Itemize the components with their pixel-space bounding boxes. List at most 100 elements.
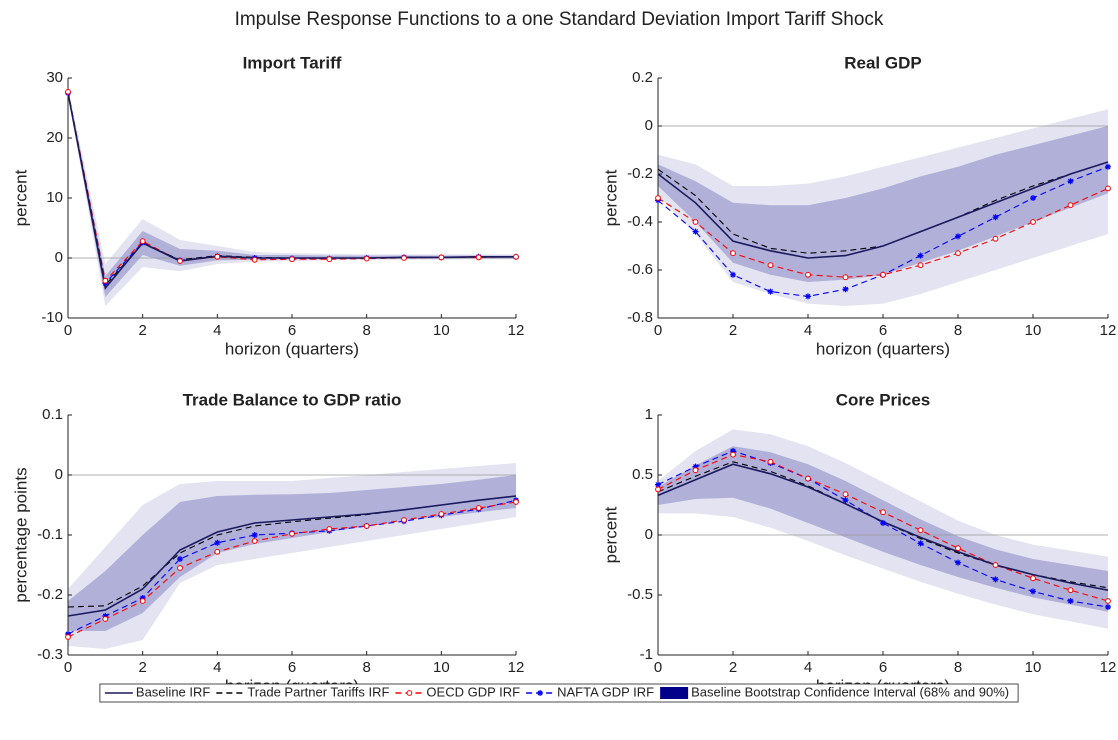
marker <box>102 613 109 619</box>
marker <box>955 250 961 257</box>
subplot-title: Import Tariff <box>243 53 342 72</box>
x-tick-label: 6 <box>879 322 887 339</box>
y-tick-label: -0.6 <box>627 261 653 278</box>
confidence-band <box>658 126 1108 282</box>
subplot-title: Core Prices <box>836 390 931 409</box>
x-tick-label: 10 <box>1025 659 1042 676</box>
marker <box>1067 178 1074 185</box>
marker <box>655 195 661 201</box>
figure-title: Impulse Response Functions to a one Stan… <box>235 9 884 30</box>
marker <box>251 256 258 263</box>
y-axis-label: percent <box>11 169 30 226</box>
x-tick-label: 0 <box>64 659 72 676</box>
y-tick-label: 30 <box>46 69 63 86</box>
x-tick-label: 4 <box>213 322 221 339</box>
y-tick-label: 0.5 <box>632 466 653 483</box>
marker <box>1030 219 1036 225</box>
legend-swatch <box>660 687 689 699</box>
legend-label: Trade Partner Tariffs IRF <box>247 684 389 699</box>
marker <box>177 556 183 562</box>
marker <box>214 539 221 546</box>
series-line <box>67 495 517 617</box>
marker <box>1067 202 1074 209</box>
marker <box>251 532 258 538</box>
y-axis-label: percent <box>601 169 620 226</box>
marker <box>65 88 71 95</box>
marker <box>177 258 183 264</box>
marker <box>537 690 544 696</box>
marker <box>1030 575 1036 582</box>
x-tick-label: 12 <box>1100 322 1117 339</box>
marker <box>289 256 295 263</box>
marker <box>917 527 924 534</box>
marker <box>1105 185 1111 192</box>
y-tick-label: 0 <box>645 117 653 134</box>
marker <box>401 255 407 261</box>
subplot: 0 2 4 6 8 10 12 -0.3 -0.2 -0.1 0 0.1 Trade Balance t… <box>11 390 524 695</box>
marker <box>842 497 849 504</box>
marker <box>655 486 661 493</box>
marker <box>992 235 999 242</box>
subplot-title: Real GDP <box>844 53 921 72</box>
y-tick-label: -0.2 <box>627 165 653 182</box>
legend-item: Trade Partner Tariffs IRF <box>216 684 389 699</box>
marker <box>513 499 519 505</box>
y-tick-label: 10 <box>46 189 63 206</box>
marker <box>326 526 333 532</box>
marker <box>730 271 736 278</box>
x-tick-label: 2 <box>138 322 146 339</box>
marker <box>438 511 445 517</box>
x-tick-label: 10 <box>1025 322 1042 339</box>
marker <box>955 233 961 240</box>
marker <box>655 481 661 488</box>
y-tick-label: -0.3 <box>37 646 63 663</box>
marker <box>326 256 333 263</box>
confidence-band <box>68 475 516 631</box>
marker <box>513 253 519 260</box>
marker <box>692 467 699 474</box>
x-tick-label: 8 <box>954 659 962 676</box>
marker <box>1105 604 1111 610</box>
marker <box>289 530 295 537</box>
marker <box>401 517 407 523</box>
x-tick-label: 8 <box>362 322 370 339</box>
x-axis-label: horizon (quarters) <box>816 339 950 358</box>
marker <box>955 559 961 566</box>
marker <box>692 463 699 470</box>
y-tick-label: -1 <box>640 646 653 663</box>
marker <box>102 616 109 622</box>
series-line <box>657 161 1109 259</box>
x-tick-label: 12 <box>508 322 525 339</box>
x-tick-label: 0 <box>64 322 72 339</box>
marker <box>880 271 886 278</box>
marker <box>1067 587 1074 594</box>
y-tick-label: -0.2 <box>37 586 63 603</box>
marker <box>177 565 183 571</box>
x-tick-label: 8 <box>362 659 370 676</box>
y-tick-label: 20 <box>46 129 63 146</box>
marker <box>917 540 924 547</box>
x-tick-label: 2 <box>138 659 146 676</box>
marker <box>730 448 736 454</box>
subplot: 0 2 4 6 8 10 12 -0.8 -0.6 -0.4 -0.2 0 0.2 Real GDP hor… <box>601 53 1116 358</box>
x-tick-label: 2 <box>729 659 737 676</box>
confidence-band <box>658 446 1108 612</box>
y-tick-label: -0.1 <box>37 526 63 543</box>
marker <box>992 214 999 221</box>
marker <box>363 255 370 262</box>
marker <box>992 562 999 568</box>
x-tick-label: 4 <box>804 659 812 676</box>
x-tick-label: 2 <box>729 322 737 339</box>
marker <box>406 690 413 696</box>
marker <box>438 254 445 261</box>
marker <box>475 254 482 261</box>
marker <box>992 576 999 583</box>
marker <box>730 451 736 458</box>
marker <box>880 520 886 526</box>
legend-label: NAFTA GDP IRF <box>557 684 654 699</box>
marker <box>842 286 849 293</box>
marker <box>1067 598 1074 604</box>
